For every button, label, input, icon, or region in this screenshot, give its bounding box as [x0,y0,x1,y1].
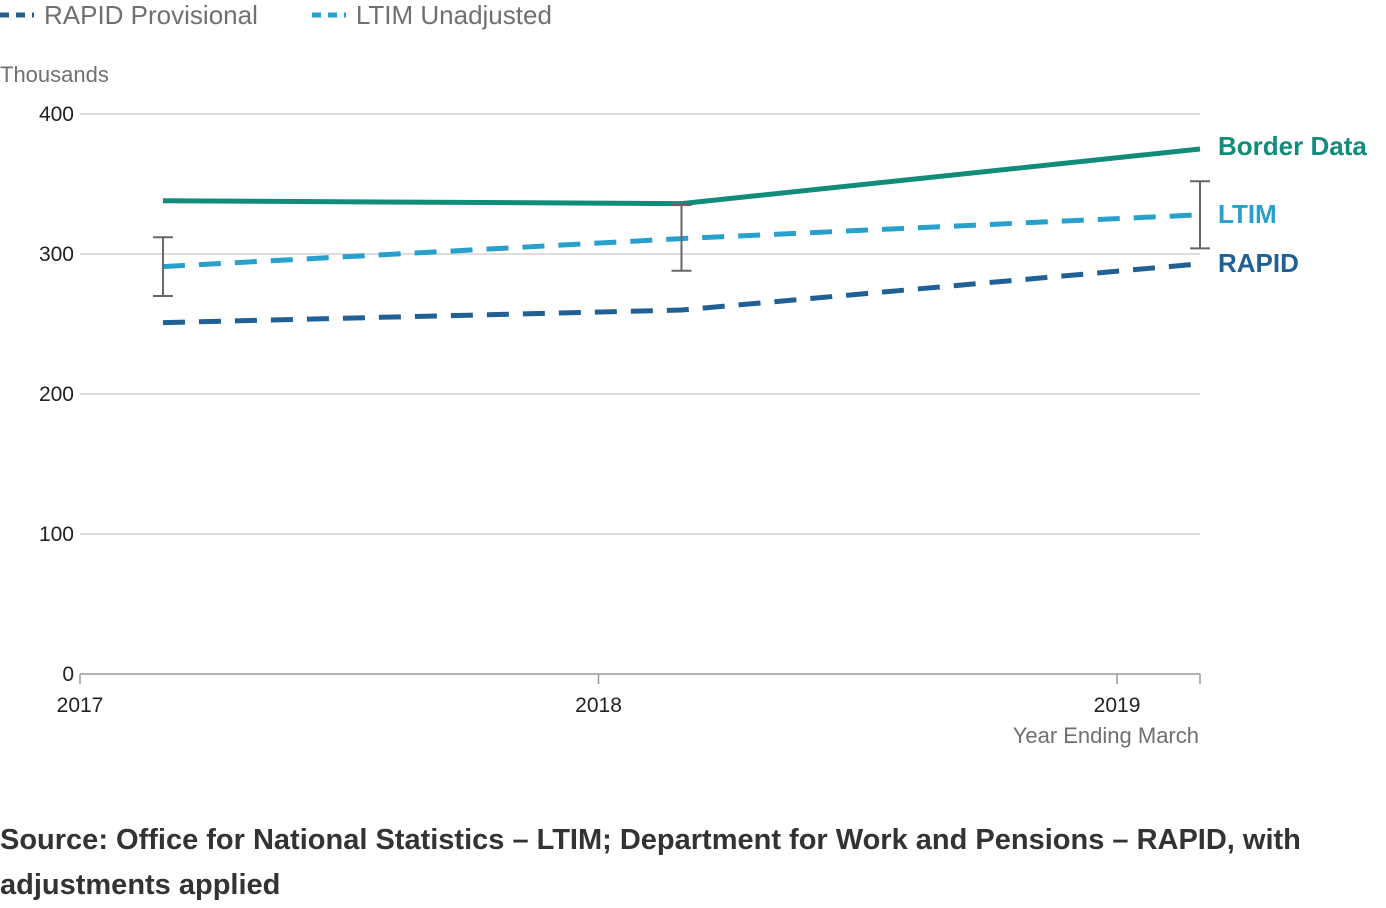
x-tick-label-2018: 2018 [575,694,622,717]
series-line-border-data [162,146,1201,207]
legend-label-ltim-unadjusted: LTIM Unadjusted [355,0,552,30]
gridlines [80,113,1200,675]
error-bar-1 [671,204,692,272]
y-tick-label-200: 200 [39,383,74,406]
legend-item-ltim-unadjusted: LTIM Unadjusted [311,0,552,31]
axes: 0 100 200 300 400 2017 2018 2019 [39,103,1201,717]
y-tick-label-0: 0 [62,663,74,686]
series-line-rapid [162,261,1201,326]
legend: RAPID Provisional LTIM Unadjusted [0,0,606,30]
y-axis-title: Thousands [0,62,109,87]
error-bar-0 [152,236,173,297]
x-tick-label-2019: 2019 [1094,694,1141,717]
series-label-ltim: LTIM [1218,199,1277,229]
legend-item-rapid-provisional: RAPID Provisional [0,0,258,31]
legend-swatch-rapid-provisional [0,12,34,18]
y-tick-label-400: 400 [39,103,74,126]
legend-label-rapid-provisional: RAPID Provisional [44,0,258,30]
legend-swatch-ltim-unadjusted [311,12,346,18]
source-note: Source: Office for National Statistics –… [0,824,1301,901]
x-tick-label-2017: 2017 [57,694,104,717]
y-tick-label-300: 300 [39,243,74,266]
error-bars [152,180,1210,297]
error-bar-2 [1190,180,1210,250]
series-end-labels: Border Data LTIM RAPID [1218,131,1367,278]
line-chart: 0 100 200 300 400 2017 2018 2019 Border Data LTI… [0,62,1367,748]
series-label-border-data: Border Data [1218,131,1367,161]
y-tick-label-100: 100 [39,523,74,546]
x-axis-title: Year Ending March [1013,723,1199,748]
series-label-rapid: RAPID [1218,248,1299,278]
